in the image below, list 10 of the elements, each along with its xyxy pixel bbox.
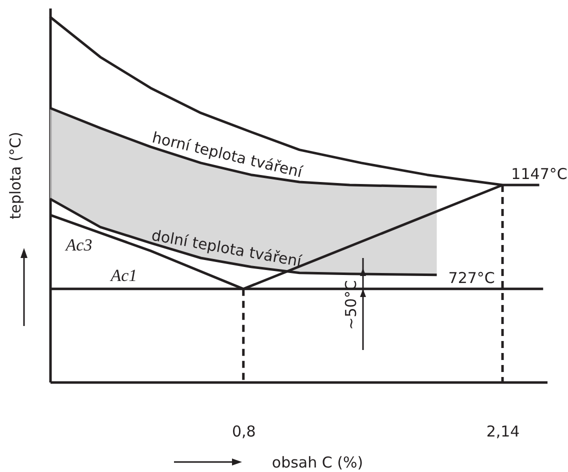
y-axis-title: teplota (°C): [6, 132, 24, 220]
data-label: 1147°C: [511, 164, 568, 183]
x-tick-label: 2,14: [486, 422, 520, 440]
text: horní teplota tváření: [150, 128, 305, 182]
legend-label: Ac3: [64, 235, 92, 254]
series-label: Ac1: [110, 266, 138, 285]
text: dolní teplota tváření: [150, 226, 304, 271]
x-axis-title: obsah C (%): [272, 454, 364, 472]
data-label: 727°C: [448, 268, 495, 287]
x-tick-label: 0,8: [232, 422, 256, 440]
